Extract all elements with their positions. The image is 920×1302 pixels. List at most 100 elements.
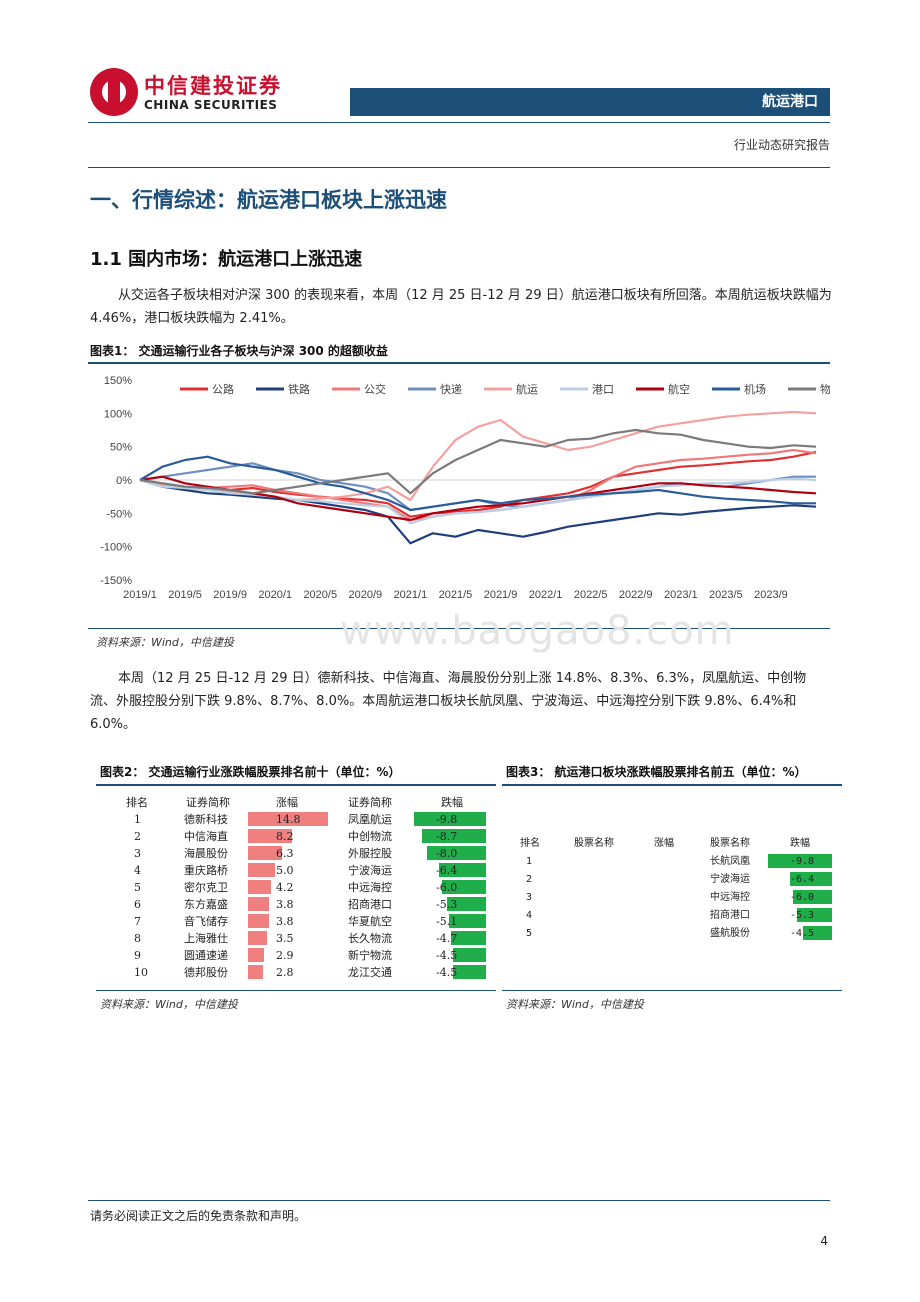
paragraph-2: 本周（12 月 25 日-12 月 29 日）德新科技、中信海直、海晨股份分别上…: [90, 671, 807, 732]
gain-bar: [248, 863, 276, 877]
dn-value-cell: -5.3: [790, 910, 815, 921]
loss-bar: [441, 880, 486, 894]
logo-en-text: CHINA SECURITIES: [144, 98, 278, 112]
x-tick-label: 2021/5: [439, 589, 473, 601]
up-value-cell: 8.2: [276, 830, 294, 843]
fig1-bottom-rule: [88, 628, 830, 629]
footer-divider: [88, 1200, 830, 1201]
loss-bar: [438, 863, 486, 877]
col-up: 涨幅: [276, 796, 298, 809]
rank-cell: 6: [134, 898, 141, 911]
fig1-source: 资料来源：Wind，中信建投: [96, 636, 234, 649]
col-dn-name: 证券简称: [348, 796, 392, 809]
rank-cell: 7: [134, 915, 141, 928]
x-tick-label: 2023/5: [709, 589, 743, 601]
dn-name-cell: 中远海控: [348, 881, 392, 894]
gain-bar: [248, 948, 264, 962]
col-up-name: 证券简称: [186, 796, 230, 809]
up-value-cell: 5.0: [276, 864, 294, 877]
up-name-cell: 密尔克卫: [184, 881, 228, 894]
port-shipping-table: 排名 股票名称 涨幅 股票名称 跌幅 1 长航凤凰 -9.8 2 宁波海运 -6.4 3 中远…: [502, 835, 842, 945]
dn-value-cell: -6.4: [436, 864, 458, 877]
up-value-cell: 2.8: [276, 966, 294, 979]
dn-name-cell: 盛航股份: [710, 928, 750, 939]
x-tick-label: 2023/9: [754, 589, 788, 601]
loss-bar: [792, 890, 832, 904]
x-tick-label: 2020/9: [349, 589, 383, 601]
dn-name-cell: 外服控股: [348, 847, 392, 860]
gain-bar: [248, 965, 264, 979]
col-dn: 跌幅: [790, 838, 810, 849]
dn-value-cell: -9.8: [790, 856, 815, 867]
col-rank: 排名: [520, 838, 540, 849]
legend-label: 铁路: [288, 383, 310, 396]
loss-bar: [422, 829, 486, 843]
watermark: www.baogao8.com: [340, 608, 735, 654]
up-value-cell: 4.2: [276, 881, 294, 894]
up-name-cell: 上海雅仕: [184, 932, 228, 945]
up-name-cell: 海晨股份: [184, 847, 228, 860]
table-row: 8 上海雅仕 3.5 长久物流 -4.7: [96, 930, 496, 947]
excess-return-chart: 150% 100% 50% 0% -50% -100% -150% 2019/1 2019/5 2…: [100, 375, 830, 601]
legend-label: 港口: [592, 383, 614, 396]
loss-bar: [427, 846, 486, 860]
dn-name-cell: 宁波海运: [710, 874, 750, 885]
dn-value-cell: -8.7: [436, 830, 458, 843]
dn-value-cell: -4.5: [790, 928, 815, 939]
series-line-5: [139, 477, 817, 525]
legend-label: 航空: [668, 382, 690, 396]
table-row: 1 德新科技 14.8 凤凰航运 -9.8: [96, 811, 496, 828]
header-divider: [88, 122, 830, 123]
fig2-top-rule: [96, 784, 496, 786]
loss-bar: [452, 948, 486, 962]
series-line-7: [139, 455, 816, 512]
dn-name-cell: 中远海控: [710, 892, 750, 903]
rank-cell: 9: [134, 949, 141, 962]
citic-logo-icon: [90, 68, 138, 116]
dn-name-cell: 华夏航空: [348, 915, 392, 928]
paragraph-1: 从交运各子板块相对沪深 300 的表现来看，本周（12 月 25 日-12 月 …: [90, 288, 832, 326]
fig2-caption: 图表2： 交通运输行业涨跌幅股票排名前十（单位：%）: [100, 765, 401, 779]
header-divider-2: [88, 167, 830, 168]
y-tick-label: -50%: [106, 508, 132, 520]
col-dn: 跌幅: [441, 796, 463, 809]
logo-cn-text: 中信建投证券: [144, 74, 282, 98]
up-name-cell: 圆通速递: [184, 949, 228, 962]
table-row: 7 音飞储存 3.8 华夏航空 -5.1: [96, 913, 496, 930]
x-tick-label: 2020/1: [258, 589, 292, 601]
loss-bar: [802, 926, 832, 940]
dn-value-cell: -8.0: [436, 847, 458, 860]
y-tick-label: -150%: [100, 575, 132, 587]
rank-cell: 4: [526, 910, 533, 921]
dn-name-cell: 招商港口: [710, 910, 750, 921]
fig1-top-rule: [88, 362, 830, 364]
dn-name-cell: 中创物流: [348, 830, 392, 843]
x-tick-label: 2019/9: [213, 589, 247, 601]
up-value-cell: 3.8: [276, 915, 294, 928]
col-rank: 排名: [126, 796, 148, 809]
dn-name-cell: 凤凰航运: [348, 813, 392, 826]
table-header: 排名 股票名称 涨幅 股票名称 跌幅: [502, 835, 842, 852]
rank-cell: 8: [134, 932, 141, 945]
rank-cell: 5: [134, 881, 141, 894]
fig2-bottom-rule: [96, 990, 496, 991]
series-line-1: [139, 478, 817, 545]
rank-cell: 4: [134, 864, 141, 877]
gain-bar: [248, 812, 328, 826]
brand-logo: 中信建投证券 CHINA SECURITIES: [90, 68, 310, 122]
up-name-cell: 东方嘉盛: [184, 898, 228, 911]
rank-cell: 5: [526, 928, 533, 939]
subsection-title: 1.1 国内市场：航运港口上涨迅速: [90, 249, 363, 270]
dn-name-cell: 宁波海运: [348, 864, 392, 877]
dn-value-cell: -5.3: [436, 898, 458, 911]
loss-bar: [447, 897, 486, 911]
x-tick-label: 2022/1: [529, 589, 563, 601]
up-name-cell: 德新科技: [184, 813, 228, 826]
loss-bar: [448, 914, 486, 928]
x-tick-label: 2019/1: [123, 589, 157, 601]
x-tick-label: 2022/9: [619, 589, 653, 601]
col-up: 涨幅: [654, 838, 674, 849]
loss-bar: [768, 854, 832, 868]
x-tick-label: 2020/5: [303, 589, 337, 601]
up-value-cell: 6.3: [276, 847, 294, 860]
